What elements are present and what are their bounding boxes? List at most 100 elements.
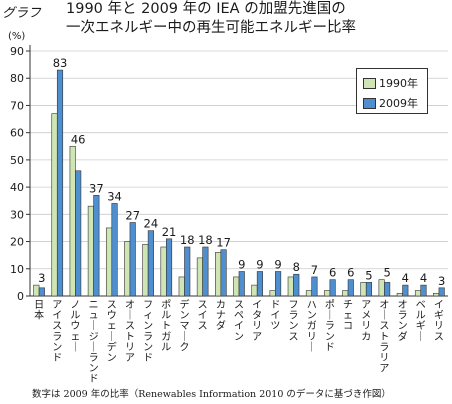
category-label-char: ド (270, 300, 280, 311)
bar-2009 (365, 282, 373, 297)
category-label-char: ン (107, 353, 117, 364)
data-label: 5 (365, 268, 372, 282)
bar-2009 (293, 273, 300, 297)
data-label: 9 (256, 258, 263, 272)
legend-label-2009: 2009年 (379, 97, 418, 110)
legend-item-1990: 1990年 (363, 75, 418, 91)
category-label-char: ニ (89, 300, 99, 311)
data-label: 3 (438, 274, 445, 288)
data-label: 17 (216, 236, 231, 250)
category-label-char: ア (125, 353, 135, 364)
bar-2009 (420, 284, 427, 297)
category-label-char: ギ (434, 310, 444, 322)
bar-1990 (33, 284, 40, 297)
bar-2009 (111, 203, 118, 297)
category-label-char: メ (361, 311, 371, 322)
category-label-char: ラ (143, 331, 153, 343)
category-label-char: ト (379, 332, 389, 343)
bar-1990 (69, 145, 76, 297)
category-label-char: オ (379, 299, 389, 311)
category-label-char: リ (252, 321, 262, 332)
category-label-char: フ (143, 300, 153, 311)
bar-1990 (51, 113, 58, 297)
category-label-char: オ (125, 299, 135, 311)
category-label-char: ン (143, 321, 153, 332)
category-label-char: イ (252, 300, 262, 311)
bar-1990 (414, 290, 422, 297)
category-label-char: ウ (107, 310, 117, 322)
category-label-char: ン (398, 321, 408, 332)
category-label-char: コ (343, 321, 353, 332)
category-label-char: ラ (289, 310, 299, 322)
category-label-char: イ (434, 300, 444, 311)
bar-1990 (215, 252, 222, 297)
data-label: 18 (180, 233, 195, 247)
category-label-char: ィ (143, 311, 153, 322)
bar-1990 (396, 292, 403, 297)
y-tick-label: 0 (17, 290, 24, 303)
bar-2009 (38, 287, 45, 297)
category-label-char: フ (289, 300, 299, 311)
category-label-char: ェ (107, 321, 117, 332)
category-label-char: ル (70, 311, 80, 322)
chart-title: 1990 年と 2009 年の IEA の加盟先進国の 一次エネルギー中の再生可… (66, 0, 356, 38)
y-tick-label: 60 (10, 127, 24, 140)
legend-swatch-2009 (363, 97, 376, 109)
bar-1990 (160, 246, 167, 297)
bar-1990 (269, 290, 276, 297)
category-label-char: ｜ (416, 331, 426, 343)
data-label: 21 (162, 225, 177, 239)
category-label-char: ス (52, 321, 62, 332)
bar-2009 (238, 271, 245, 297)
bar-2009 (129, 222, 136, 297)
category-label-char: ダ (216, 319, 226, 332)
data-label: 37 (89, 181, 104, 195)
category-label-char: リ (379, 353, 389, 364)
category-label-char: ン (325, 332, 335, 343)
category-label-char: ポ (161, 299, 171, 311)
category-label-char: ｜ (125, 310, 135, 322)
category-label-char: ｜ (307, 341, 317, 353)
bar-2009 (202, 246, 209, 297)
y-tick-label: 10 (10, 263, 24, 276)
category-label-char: ガ (307, 320, 317, 332)
bar-1990 (287, 276, 294, 297)
category-label-char: ガ (161, 331, 171, 343)
data-label: 4 (402, 271, 409, 285)
bar-1990 (196, 257, 203, 297)
bar-2009 (166, 238, 173, 297)
category-label-char: オ (398, 299, 408, 311)
bar-1990 (342, 290, 349, 297)
category-label-char: ン (143, 342, 153, 353)
bar-1990 (124, 241, 131, 297)
bar-1990 (87, 205, 94, 297)
category-label-char: ス (234, 300, 244, 311)
category-label-char: ス (125, 321, 135, 332)
data-label: 18 (198, 233, 213, 247)
category-label-char: ル (161, 342, 171, 353)
y-axis-unit: (%) (8, 31, 26, 42)
category-label-char: ペ (234, 311, 244, 322)
bar-2009 (220, 249, 227, 297)
y-tick-label: 30 (10, 208, 24, 221)
category-label-char: ｜ (325, 310, 335, 322)
category-label-char: ノ (70, 300, 80, 311)
category-label-char: ツ (270, 321, 280, 332)
category-label-char: ナ (216, 310, 226, 322)
category-label-char: ｜ (70, 341, 80, 353)
bar-2009 (256, 271, 263, 297)
category-label-char: ラ (398, 310, 408, 322)
bar-2009 (311, 276, 318, 297)
legend-item-2009: 2009年 (363, 95, 418, 111)
category-label-char: リ (434, 321, 444, 332)
chart-title-line-2: 一次エネルギー中の再生可能エネルギー比率 (66, 20, 356, 36)
category-label-char: ン (234, 332, 244, 343)
category-label-char: ｜ (107, 331, 117, 343)
data-label: 34 (107, 189, 122, 203)
y-tick-label: 70 (10, 99, 24, 112)
category-label-char: カ (216, 299, 226, 311)
category-label-char: ン (179, 311, 189, 322)
data-label: 4 (420, 271, 427, 285)
bar-1990 (360, 282, 367, 297)
data-label: 8 (293, 260, 300, 274)
